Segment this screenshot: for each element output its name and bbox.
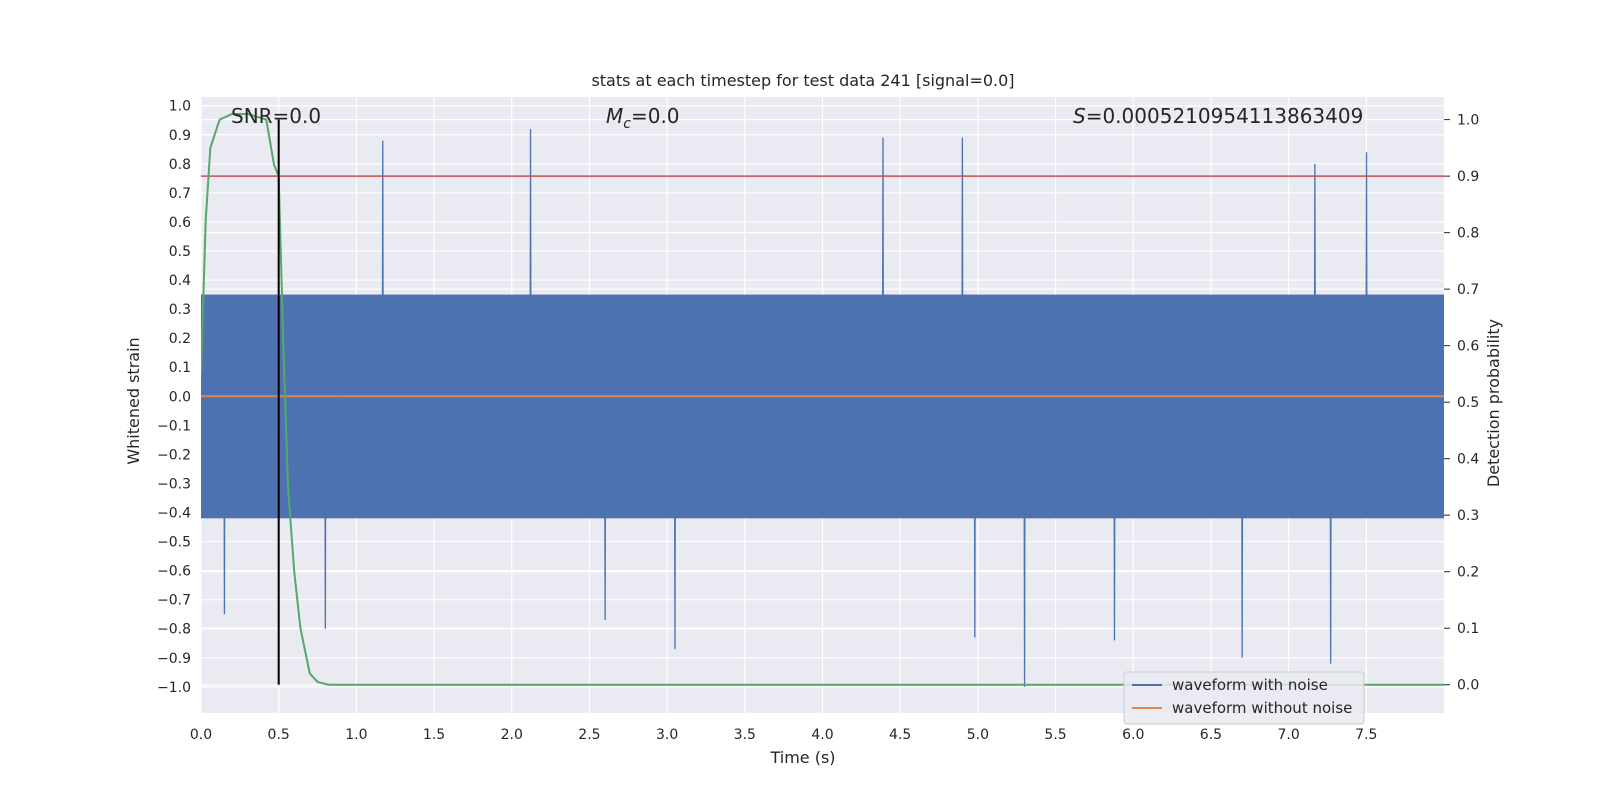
y-right-tick-label: 0.4 xyxy=(1457,452,1479,468)
x-tick-label: 2.5 xyxy=(578,727,600,743)
x-tick-label: 0.5 xyxy=(268,727,290,743)
x-tick-label: 5.0 xyxy=(967,727,989,743)
x-tick-label: 7.5 xyxy=(1355,727,1377,743)
y-right-tick-label: 1.0 xyxy=(1457,113,1479,129)
mc-annotation: Mc=0.0 xyxy=(606,104,680,132)
y-right-tick-label: 0.8 xyxy=(1457,226,1479,242)
y-right-tick-label: 0.2 xyxy=(1457,565,1479,581)
x-tick-label: 6.0 xyxy=(1122,727,1144,743)
chart-title: stats at each timestep for test data 241… xyxy=(591,71,1014,90)
y-left-tick-label: −0.9 xyxy=(157,651,191,667)
legend-label-noise: waveform with noise xyxy=(1172,676,1328,694)
y-right-tick-label: 0.5 xyxy=(1457,395,1479,411)
y-left-tick-label: −0.5 xyxy=(157,535,191,551)
legend-box xyxy=(1123,671,1365,725)
y-left-tick-label: 0.1 xyxy=(169,360,191,376)
y-left-axis-label: Whitened strain xyxy=(124,337,143,464)
x-tick-label: 1.0 xyxy=(345,727,367,743)
mc-subscript: c xyxy=(623,116,631,132)
y-right-tick-label: 0.1 xyxy=(1457,621,1479,637)
x-axis-label: Time (s) xyxy=(769,748,835,767)
y-left-tick-label: 0.0 xyxy=(169,389,191,405)
y-left-tick-label: 0.6 xyxy=(169,215,191,231)
series-waveform-with-noise xyxy=(201,128,1444,687)
y-left-tick-label: −0.3 xyxy=(157,476,191,492)
y-left-tick-label: −0.6 xyxy=(157,564,191,580)
x-tick-label: 7.0 xyxy=(1277,727,1299,743)
y-left-tick-label: −0.1 xyxy=(157,418,191,434)
y-right-tick-label: 0.6 xyxy=(1457,339,1479,355)
mc-symbol: M xyxy=(606,104,623,128)
y-left-tick-label: −0.2 xyxy=(157,447,191,463)
s-value: =0.0005210954113863409 xyxy=(1086,104,1364,128)
y-left-axis-ticks: 1.0 0.9 0.8 0.7 0.6 0.5 0.4 0.3 0.2 0.1 0.0 −0.1 −0.… xyxy=(157,99,191,696)
y-left-tick-label: 1.0 xyxy=(169,99,191,115)
x-tick-label: 6.5 xyxy=(1200,727,1222,743)
mc-value: =0.0 xyxy=(631,104,680,128)
x-tick-label: 3.5 xyxy=(734,727,756,743)
x-tick-label: 4.0 xyxy=(811,727,833,743)
y-right-tick-label: 0.3 xyxy=(1457,508,1479,524)
y-right-axis-ticks: 1.0 0.9 0.8 0.7 0.6 0.5 0.4 0.3 0.2 0.1 0.0 xyxy=(1444,113,1479,694)
x-tick-label: 1.5 xyxy=(423,727,445,743)
y-left-tick-label: −0.4 xyxy=(157,506,191,522)
y-left-tick-label: 0.5 xyxy=(169,244,191,260)
noise-trace xyxy=(201,128,1444,687)
snr-annotation: SNR=0.0 xyxy=(231,104,321,128)
s-symbol: S xyxy=(1073,104,1086,128)
x-tick-label: 3.0 xyxy=(656,727,678,743)
y-right-tick-label: 0.9 xyxy=(1457,169,1479,185)
legend-label-clean: waveform without noise xyxy=(1172,699,1352,717)
y-left-tick-label: 0.8 xyxy=(169,157,191,173)
x-tick-label: 0.0 xyxy=(190,727,212,743)
legend: waveform with noise waveform without noi… xyxy=(1123,671,1365,725)
y-right-tick-label: 0.7 xyxy=(1457,282,1479,298)
y-left-tick-label: −1.0 xyxy=(157,680,191,696)
y-left-tick-label: 0.3 xyxy=(169,302,191,318)
series-detection-probability xyxy=(201,112,1444,686)
x-axis-ticks: 0.0 0.5 1.0 1.5 2.0 2.5 3.0 3.5 4.0 4.5 5.0 5.5 6.0 6… xyxy=(190,727,1378,743)
y-right-tick-label: 0.0 xyxy=(1457,678,1479,694)
y-left-tick-label: 0.2 xyxy=(169,331,191,347)
x-tick-label: 4.5 xyxy=(889,727,911,743)
y-right-axis-label: Detection probability xyxy=(1484,319,1503,487)
y-left-tick-label: 0.4 xyxy=(169,273,191,289)
y-left-tick-label: −0.7 xyxy=(157,593,191,609)
y-left-tick-label: 0.9 xyxy=(169,128,191,144)
s-annotation: S=0.0005210954113863409 xyxy=(1073,104,1363,128)
x-tick-label: 5.5 xyxy=(1044,727,1066,743)
x-tick-label: 2.0 xyxy=(501,727,523,743)
y-left-tick-label: 0.7 xyxy=(169,186,191,202)
y-left-tick-label: −0.8 xyxy=(157,622,191,638)
